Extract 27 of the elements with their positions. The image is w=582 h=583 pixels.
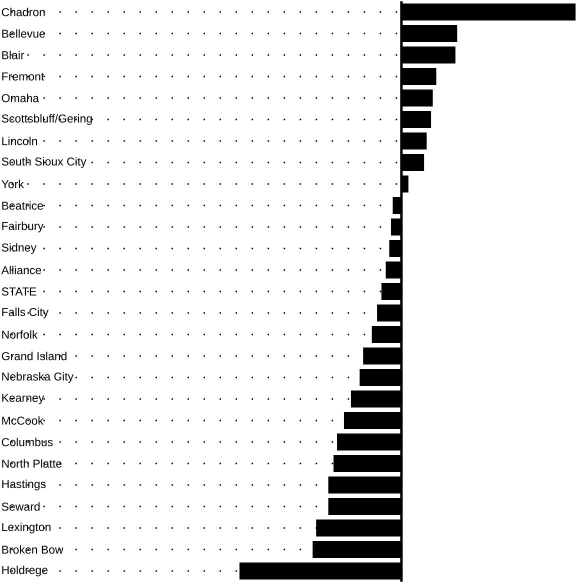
y-tick-label: Hastings (2, 480, 46, 490)
y-tick-label: York (2, 180, 24, 188)
y-tick-label: Lexington (2, 522, 51, 534)
y-tick-label: Broken Bow (2, 545, 64, 554)
y-tick-label: Blair (2, 50, 24, 60)
y-tick-label: Beatrice (2, 201, 44, 210)
y-tick-label: Scottsbluff/Gering (2, 114, 92, 125)
y-tick-label: Holdrege (2, 566, 48, 576)
y-tick-label: South Sioux City (2, 157, 87, 168)
y-tick-label: Columbus (2, 438, 53, 446)
y-tick-label: Omaha (2, 94, 40, 102)
y-tick-label: Falls City (2, 308, 49, 318)
y-tick-label: Norfolk (2, 330, 38, 339)
y-tick-label: Alliance (1, 266, 42, 274)
y-tick-label: Lincoln (2, 136, 38, 146)
y-tick-label: Chadron (2, 8, 45, 16)
y-tick-label: McCook (2, 416, 44, 425)
y-tick-label: Nebraska City (2, 372, 74, 383)
y-tick-label: Bellevue (2, 29, 46, 38)
y-tick-label: Seward (2, 502, 40, 511)
y-tick-label: Grand Island (2, 352, 67, 360)
y-tick-label: Fremont (2, 72, 44, 81)
y-tick-label: Fairbury (2, 222, 44, 232)
y-tick-label: North Platte (2, 459, 62, 468)
y-tick-label: Kearney (2, 394, 44, 404)
y-tick-label: STATE (2, 287, 36, 296)
y-tick-label: Sidney (2, 243, 37, 254)
